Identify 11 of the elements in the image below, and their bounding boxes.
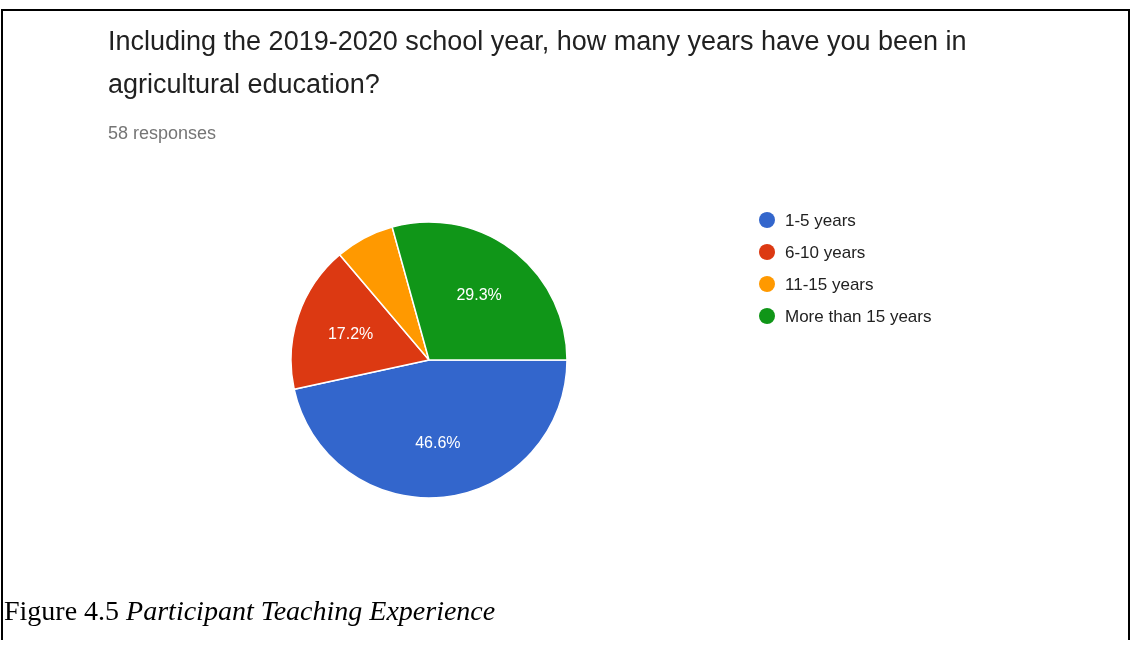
caption: Figure 4.5 <box>4 595 120 626</box>
legend-label: More than 15 years <box>785 306 932 326</box>
legend-label: 6-10 years <box>785 242 866 262</box>
text: Participant Teaching Experience <box>119 595 496 626</box>
chart-title: Including the 2019-2020 school year, how many years have you been in agricultural education? <box>108 26 967 99</box>
legend-label: 1-5 years <box>785 210 856 230</box>
legend-label: 11-15 years <box>785 274 874 294</box>
chart-subtitle: 58 responses <box>108 123 217 143</box>
data-label: 29.3% <box>456 285 502 303</box>
data-label: 17.2% <box>327 324 374 342</box>
data-label: 46.6% <box>415 433 461 451</box>
